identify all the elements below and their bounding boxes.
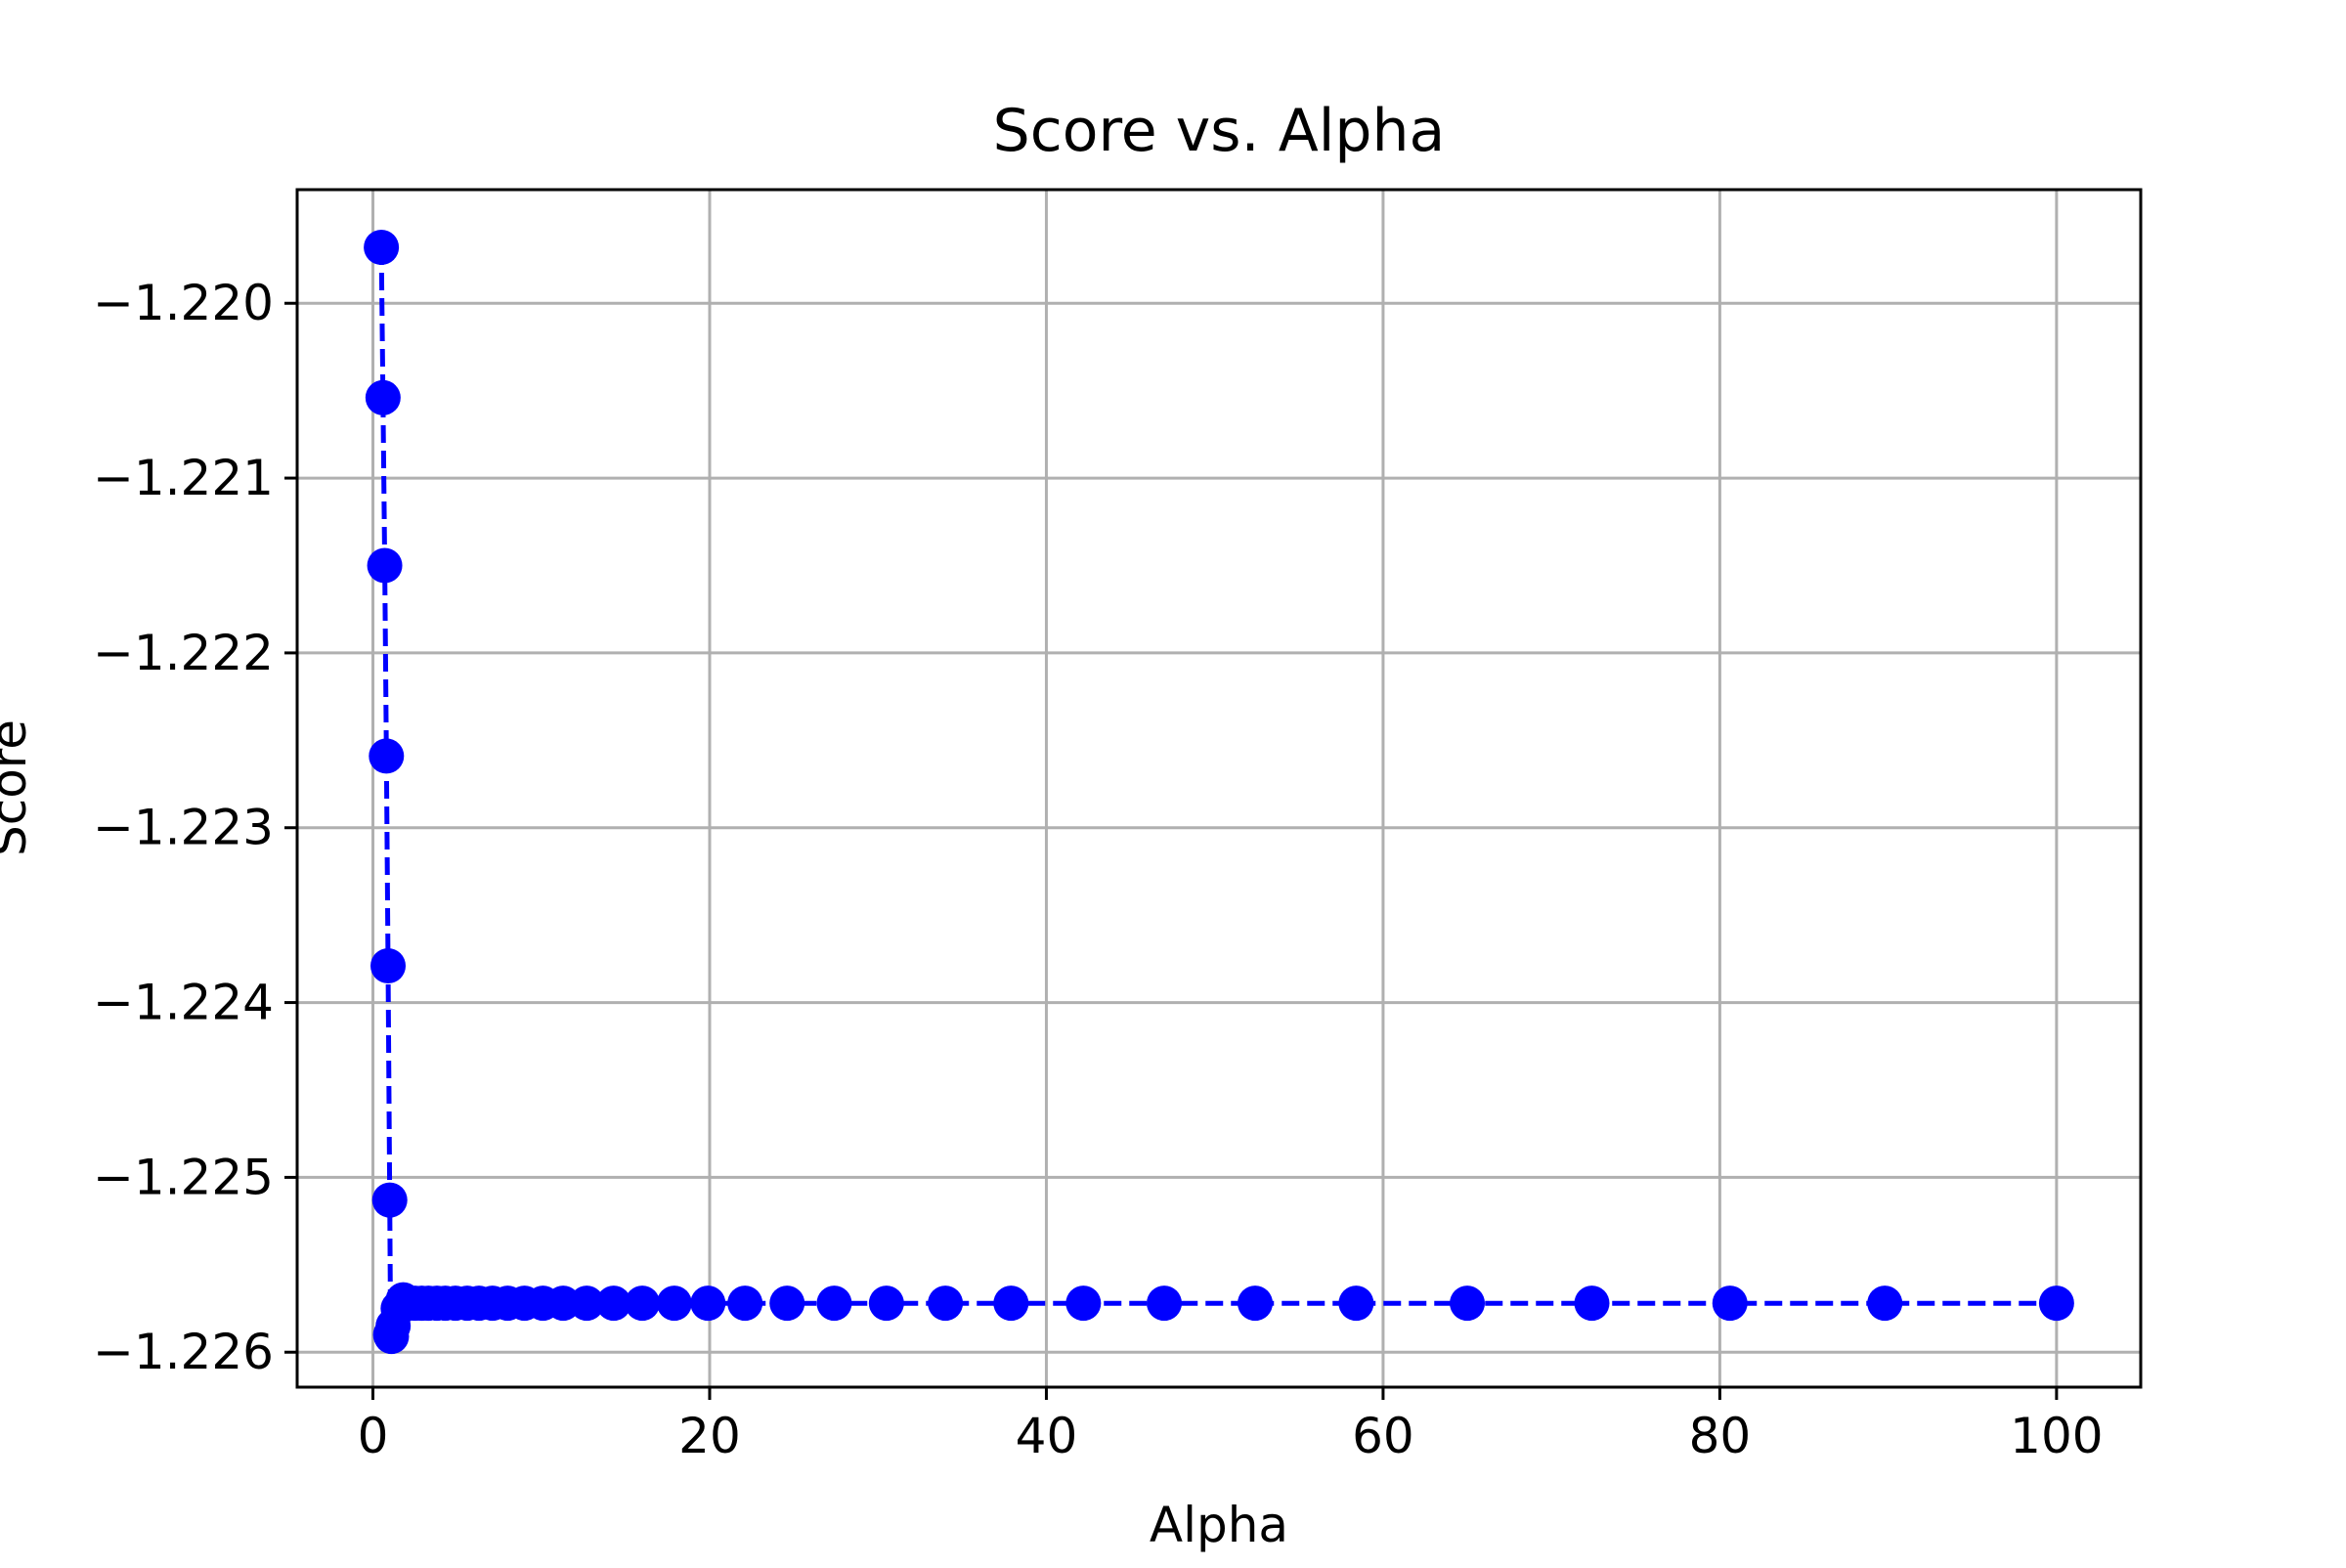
- x-tick-label: 40: [1016, 1408, 1078, 1464]
- data-point: [928, 1285, 964, 1322]
- data-point: [365, 379, 401, 415]
- data-point: [1712, 1285, 1748, 1322]
- data-point: [370, 948, 407, 984]
- data-point: [569, 1285, 605, 1322]
- data-point: [1147, 1285, 1183, 1322]
- y-tick-label: −1.221: [93, 450, 274, 506]
- data-point: [769, 1285, 805, 1322]
- y-axis-label: Score: [0, 719, 37, 856]
- x-tick-label: 60: [1352, 1408, 1414, 1464]
- x-tick-label: 20: [678, 1408, 741, 1464]
- data-point: [371, 1182, 408, 1218]
- x-tick-label: 80: [1689, 1408, 1752, 1464]
- data-point: [1574, 1285, 1610, 1322]
- data-point: [1867, 1285, 1903, 1322]
- data-point: [690, 1285, 726, 1322]
- data-point: [1065, 1285, 1102, 1322]
- y-tick-label: −1.225: [93, 1149, 274, 1205]
- data-point: [1238, 1285, 1274, 1322]
- grid-layer: [297, 190, 2141, 1387]
- data-point: [595, 1285, 631, 1322]
- data-point: [993, 1285, 1029, 1322]
- chart-title: Score vs. Alpha: [993, 97, 1446, 165]
- x-tick-label: 100: [2010, 1408, 2103, 1464]
- x-tick-label: 0: [358, 1408, 389, 1464]
- y-tick-label: −1.220: [93, 275, 274, 331]
- data-point: [816, 1285, 852, 1322]
- series-line: [378, 246, 2057, 1339]
- data-point: [625, 1285, 661, 1322]
- tick-layer: 0 20 40 60 80 100 −1.226 −1.225 −1.224 −1.223 −1.2…: [93, 275, 2104, 1464]
- y-tick-label: −1.223: [93, 800, 274, 856]
- data-point: [656, 1285, 692, 1322]
- plot-area-frame: [295, 188, 2143, 1389]
- y-tick-label: −1.226: [93, 1324, 274, 1380]
- data-point: [369, 738, 405, 774]
- data-point: [2038, 1285, 2074, 1322]
- data-point: [367, 547, 403, 584]
- data-point: [1450, 1285, 1486, 1322]
- data-point: [727, 1285, 763, 1322]
- series-layer: [364, 230, 2074, 1355]
- data-point: [364, 230, 400, 266]
- y-tick-label: −1.222: [93, 625, 274, 681]
- y-tick-label: −1.224: [93, 975, 274, 1031]
- data-point: [868, 1285, 904, 1322]
- x-axis-label: Alpha: [1150, 1497, 1288, 1553]
- data-point: [1338, 1285, 1374, 1322]
